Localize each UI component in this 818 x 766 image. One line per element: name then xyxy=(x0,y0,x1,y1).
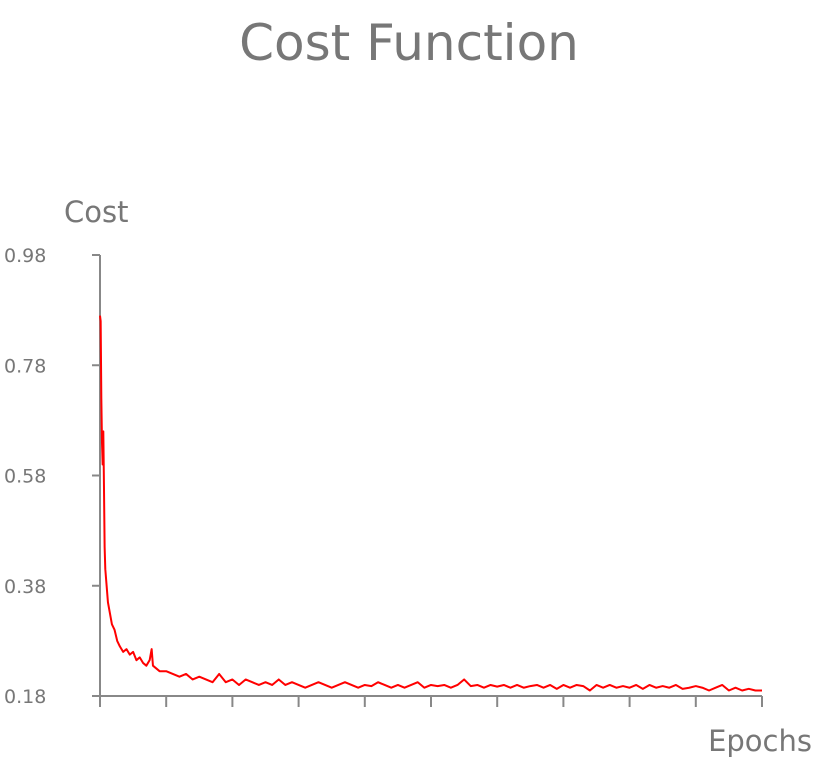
x-axis-title: Epochs xyxy=(708,724,812,758)
y-tick-label: 0.98 xyxy=(4,245,46,267)
y-axis-ticks: 0.98 0.78 0.58 0.38 0.18 xyxy=(4,245,100,708)
y-axis-title: Cost xyxy=(64,195,128,229)
y-tick-label: 0.18 xyxy=(4,686,46,708)
y-tick-label: 0.38 xyxy=(4,576,46,598)
cost-series-line xyxy=(99,315,762,692)
y-tick-label: 0.78 xyxy=(4,355,46,377)
chart-title: Cost Function xyxy=(239,14,579,72)
x-axis-ticks xyxy=(99,696,763,707)
y-tick-label: 0.58 xyxy=(4,466,46,488)
